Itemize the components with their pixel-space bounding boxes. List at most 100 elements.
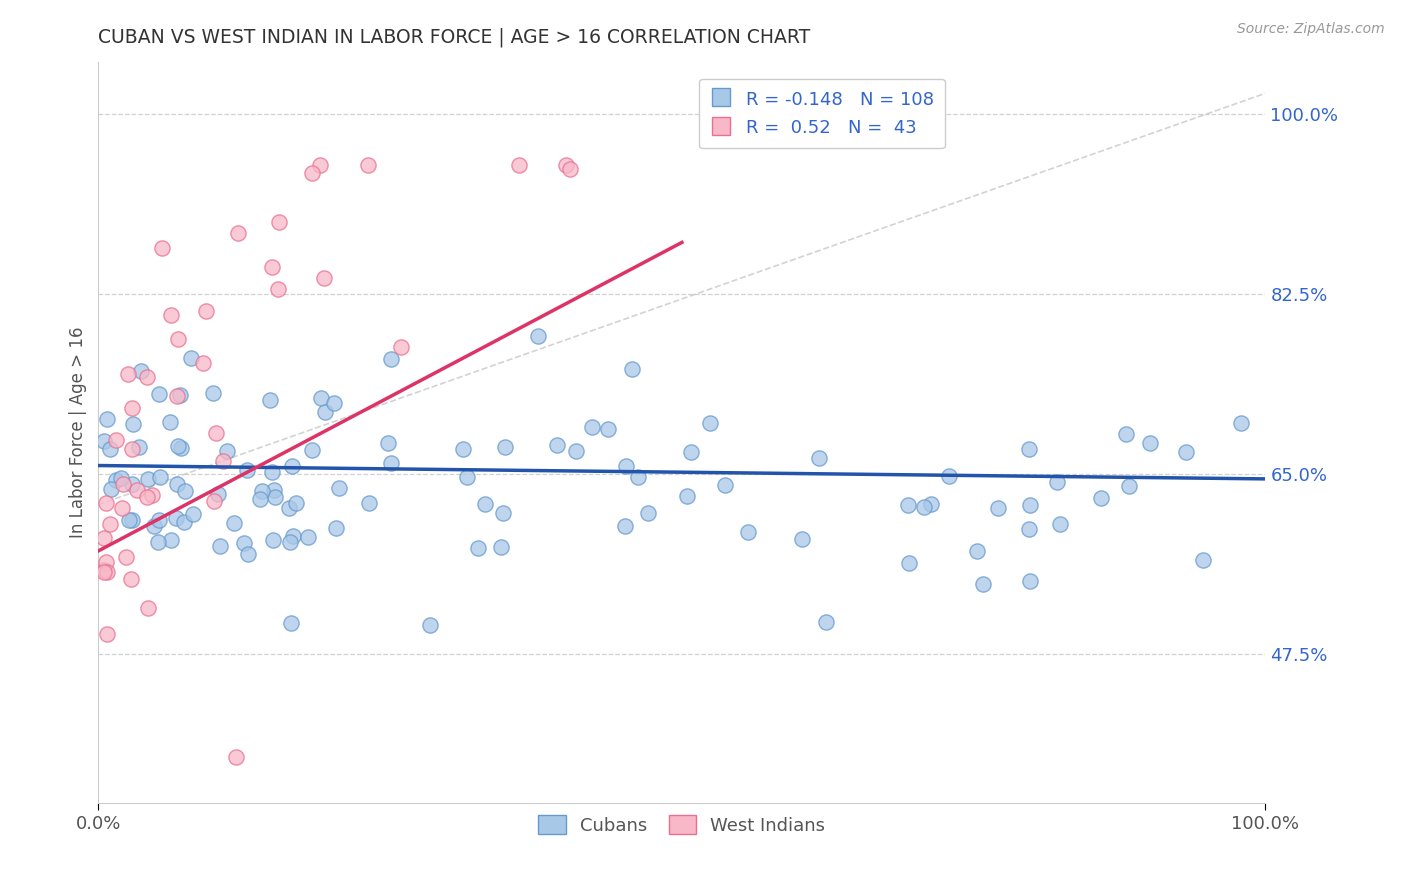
Point <box>966 544 988 558</box>
Point <box>225 749 247 764</box>
Point <box>121 477 143 491</box>
Point <box>236 547 259 561</box>
Point <box>267 215 290 229</box>
Point <box>122 417 145 432</box>
Point <box>207 487 229 501</box>
Point <box>679 444 702 458</box>
Point <box>627 470 650 484</box>
Point <box>136 600 159 615</box>
Point <box>201 385 224 400</box>
Point <box>325 521 347 535</box>
Point <box>105 434 128 448</box>
Point <box>713 478 735 492</box>
Point <box>308 158 330 172</box>
Point <box>389 340 412 354</box>
Point <box>1049 517 1071 532</box>
Point <box>202 494 225 508</box>
Point <box>111 501 134 516</box>
Point <box>1090 491 1112 505</box>
Point <box>259 392 281 407</box>
Point <box>808 450 831 465</box>
Point <box>987 501 1010 516</box>
Point <box>249 491 271 506</box>
Point <box>166 389 188 403</box>
Point <box>613 519 636 533</box>
Point <box>166 477 188 491</box>
Point <box>737 524 759 539</box>
Point <box>281 459 304 474</box>
Point <box>278 534 301 549</box>
Point <box>235 463 257 477</box>
Legend: Cubans, West Indians: Cubans, West Indians <box>531 808 832 842</box>
Point <box>637 506 659 520</box>
Point <box>173 516 195 530</box>
Point <box>614 458 637 473</box>
Point <box>96 627 118 641</box>
Point <box>120 572 142 586</box>
Point <box>96 566 118 580</box>
Point <box>136 472 159 486</box>
Point <box>217 444 239 458</box>
Point <box>546 438 568 452</box>
Point <box>94 496 117 510</box>
Point <box>328 481 350 495</box>
Point <box>491 540 513 554</box>
Point <box>252 484 274 499</box>
Point <box>357 158 380 172</box>
Point <box>135 369 157 384</box>
Point <box>380 456 402 470</box>
Point <box>180 351 202 366</box>
Point <box>260 465 283 479</box>
Point <box>508 158 530 172</box>
Point <box>897 556 920 570</box>
Point <box>121 513 143 527</box>
Point <box>676 489 699 503</box>
Point <box>297 529 319 543</box>
Point <box>98 442 121 457</box>
Point <box>283 529 305 543</box>
Point <box>377 435 399 450</box>
Point <box>277 501 299 516</box>
Point <box>621 362 644 376</box>
Point <box>129 364 152 378</box>
Point <box>195 304 218 318</box>
Point <box>314 271 336 285</box>
Point <box>456 470 478 484</box>
Point <box>93 566 115 580</box>
Point <box>264 491 287 505</box>
Point <box>173 484 195 499</box>
Point <box>148 513 170 527</box>
Point <box>93 562 115 576</box>
Point <box>111 476 134 491</box>
Point <box>359 496 381 510</box>
Point <box>146 535 169 549</box>
Point <box>920 497 942 511</box>
Point <box>115 550 138 565</box>
Point <box>117 367 139 381</box>
Point <box>554 158 576 172</box>
Point <box>419 618 441 632</box>
Point <box>148 387 170 401</box>
Point <box>204 425 226 440</box>
Point <box>94 555 117 569</box>
Point <box>208 539 231 553</box>
Point <box>938 468 960 483</box>
Point <box>267 282 290 296</box>
Point <box>160 308 183 322</box>
Point <box>100 482 122 496</box>
Point <box>127 483 149 497</box>
Point <box>581 419 603 434</box>
Point <box>98 516 121 531</box>
Point <box>1230 417 1253 431</box>
Text: Source: ZipAtlas.com: Source: ZipAtlas.com <box>1237 22 1385 37</box>
Point <box>263 483 285 497</box>
Point <box>93 531 115 545</box>
Point <box>262 533 284 547</box>
Point <box>121 401 143 415</box>
Point <box>492 507 515 521</box>
Point <box>380 351 402 366</box>
Point <box>159 415 181 429</box>
Point <box>467 541 489 555</box>
Point <box>1118 479 1140 493</box>
Point <box>1019 498 1042 512</box>
